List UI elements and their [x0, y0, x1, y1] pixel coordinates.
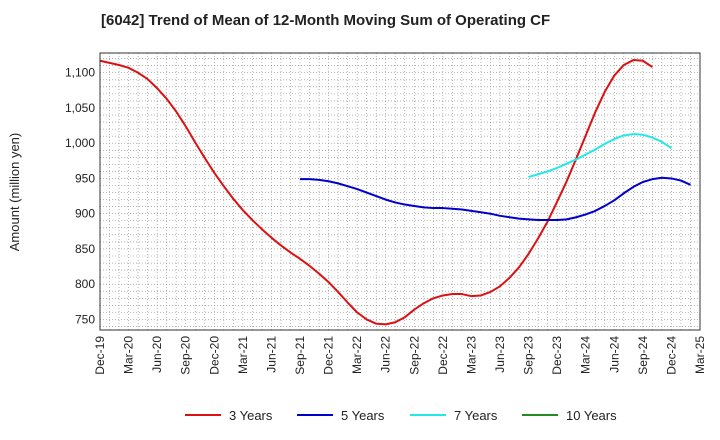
legend-item-10-years: 10 Years — [522, 405, 617, 425]
x-tick-label: Mar-22 — [350, 336, 364, 374]
x-tick-label: Jun-20 — [150, 336, 164, 373]
x-tick-label: Mar-23 — [464, 336, 478, 374]
y-axis-title: Amount (million yen) — [7, 133, 22, 252]
x-tick-label: Dec-19 — [93, 336, 107, 375]
x-tick-label: Mar-24 — [579, 336, 593, 374]
legend-swatch — [522, 414, 558, 416]
x-tick-label: Jun-24 — [607, 336, 621, 373]
legend-label: 5 Years — [341, 407, 385, 423]
y-tick-label: 900 — [75, 207, 95, 221]
x-tick-label: Sep-22 — [407, 336, 421, 375]
series-line-7-years — [528, 133, 672, 179]
y-tick-label: 850 — [75, 242, 95, 256]
y-tick-label: 750 — [75, 312, 95, 326]
y-tick-label: 800 — [75, 277, 95, 291]
chart-title: [6042] Trend of Mean of 12-Month Moving … — [101, 12, 551, 29]
legend-item-3-years: 3 Years — [185, 405, 272, 425]
legend-swatch — [410, 414, 446, 416]
series-layer — [99, 59, 691, 326]
legend-swatch — [297, 414, 333, 416]
x-tick-label: Dec-21 — [322, 336, 336, 375]
x-tick-label: Dec-23 — [550, 336, 564, 375]
y-tick-label: 1,100 — [65, 66, 95, 80]
x-tick-label: Sep-20 — [179, 336, 193, 375]
x-tick-label: Mar-25 — [693, 336, 707, 374]
y-tick-label: 1,050 — [65, 101, 95, 115]
plot-frame — [99, 52, 701, 331]
legend-item-7-years: 7 Years — [410, 405, 497, 425]
x-tick-label: Sep-23 — [522, 336, 536, 375]
y-tick-label: 1,000 — [65, 136, 95, 150]
x-tick-labels: Dec-19 Mar-20 Jun-20 Sep-20 Dec-20 Mar-21 Jun-… — [93, 336, 707, 375]
series-line-5-years — [300, 176, 691, 222]
x-tick-label: Dec-22 — [436, 336, 450, 375]
legend-label: 3 Years — [229, 407, 273, 423]
x-tick-label: Jun-23 — [493, 336, 507, 373]
x-tick-label: Dec-20 — [207, 336, 221, 375]
legend-item-5-years: 5 Years — [297, 405, 384, 425]
x-tick-label: Sep-21 — [293, 336, 307, 375]
y-tick-labels: 750 800 850 900 950 1,000 1,050 1,100 — [65, 66, 95, 327]
series-line-3-years — [99, 59, 653, 326]
x-tick-label: Jun-21 — [264, 336, 278, 373]
legend-label: 7 Years — [454, 407, 498, 423]
legend-label: 10 Years — [566, 407, 617, 423]
x-tick-label: Jun-22 — [379, 336, 393, 373]
x-tick-label: Dec-24 — [664, 336, 678, 375]
legend-swatch — [185, 414, 221, 416]
legend: 3 Years 5 Years 7 Years 10 Years — [0, 405, 720, 425]
x-tick-label: Mar-21 — [236, 336, 250, 374]
y-tick-label: 950 — [75, 171, 95, 185]
grid-layer — [100, 53, 700, 330]
x-tick-label: Sep-24 — [636, 336, 650, 375]
x-tick-label: Mar-20 — [122, 336, 136, 374]
